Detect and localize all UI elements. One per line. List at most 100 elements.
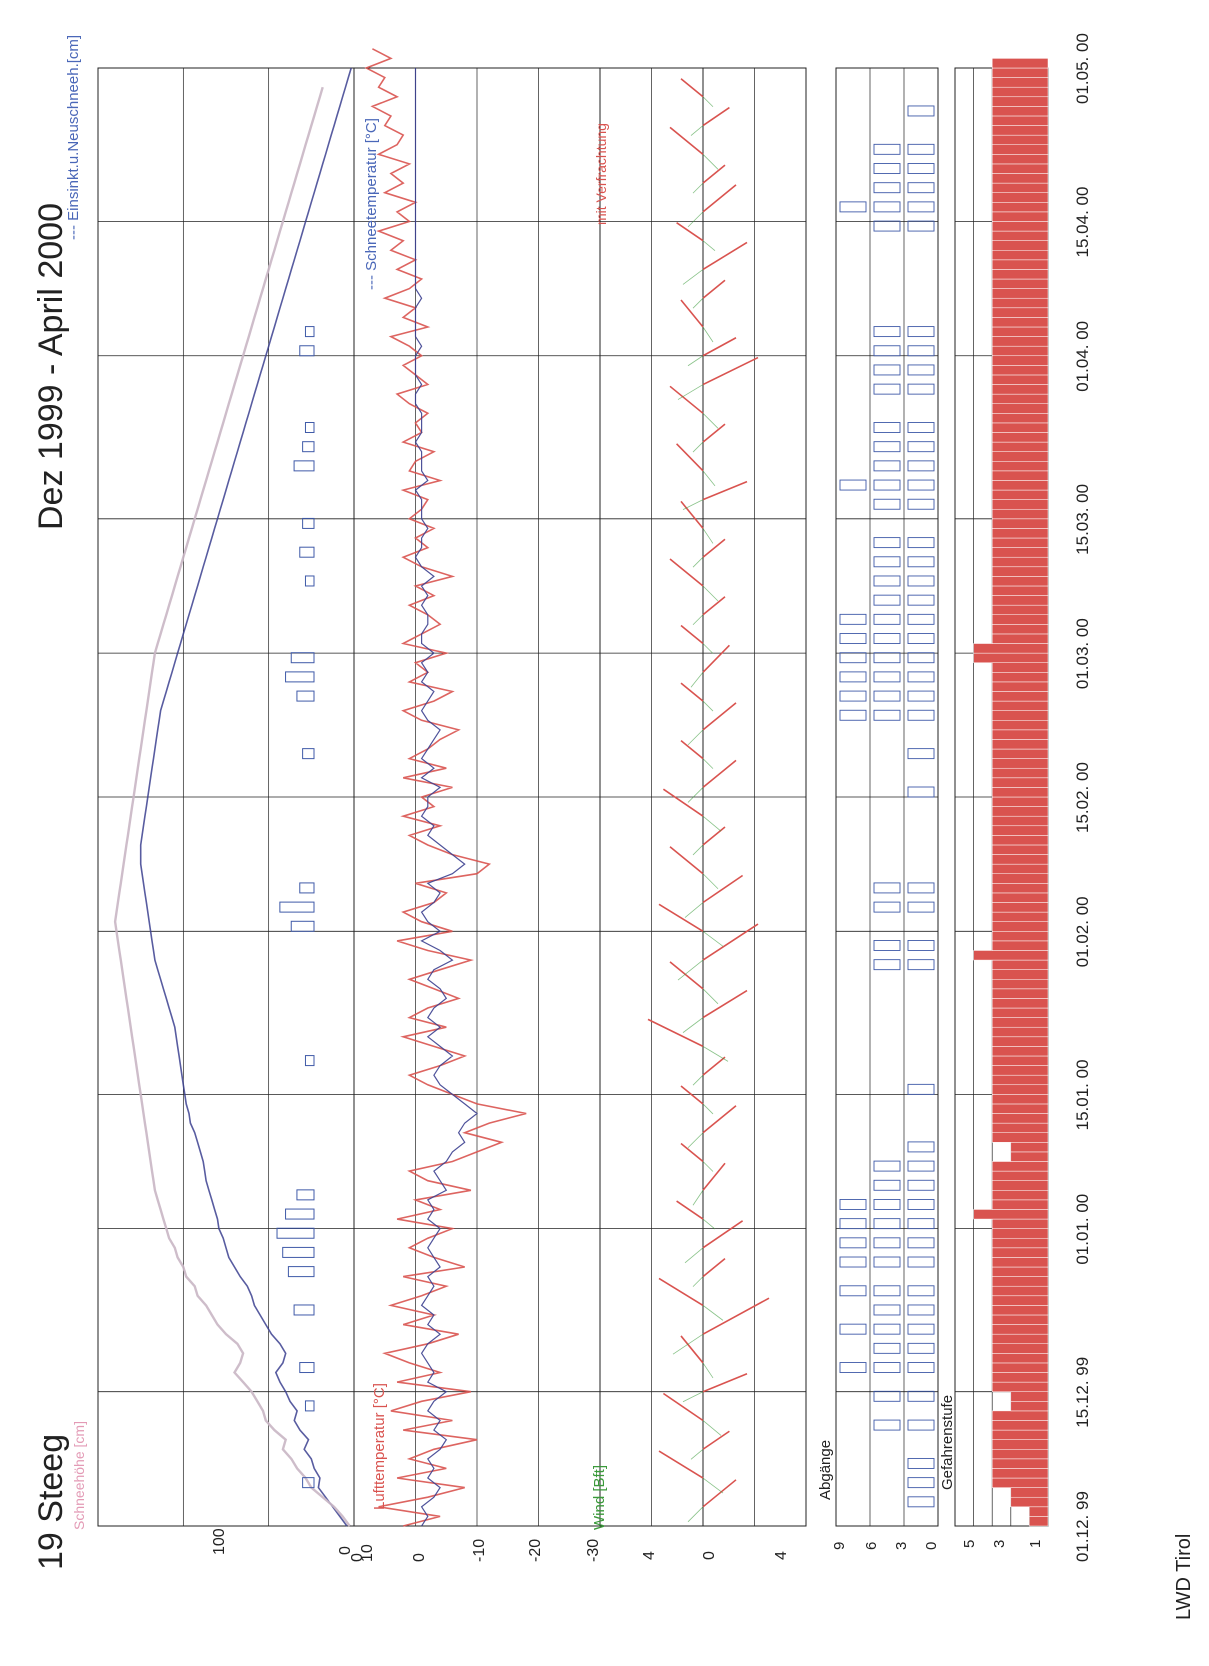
date-tick-label: 01.01. 00: [1073, 1194, 1092, 1265]
wind-vector-weak: [677, 959, 704, 981]
new-snow-bar: [304, 422, 315, 433]
danger-level-bar: [973, 1209, 1049, 1220]
danger-level-bar: [991, 202, 1049, 213]
wind-vector: [702, 279, 726, 299]
wind-vector-weak: [702, 96, 714, 108]
danger-level-bar: [991, 873, 1049, 884]
danger-level-bar: [991, 269, 1049, 280]
danger-level-bar: [991, 1026, 1049, 1038]
wind-vector: [662, 788, 704, 817]
avalanche-cell: [873, 441, 901, 453]
wind-vector: [702, 923, 759, 961]
wind-vector-weak: [702, 326, 714, 343]
new-snow-bar: [299, 345, 315, 357]
snow-temp-label: --- Schneetemperatur [°C]: [363, 118, 380, 290]
danger-level-bar: [991, 710, 1049, 721]
avalanche-cell: [907, 1323, 935, 1335]
wind-vector-weak: [672, 1333, 704, 1355]
wind-vector: [702, 874, 744, 904]
avalanche-cell: [907, 460, 935, 472]
danger-level-bar: [973, 950, 1049, 961]
avalanche-cell: [873, 556, 901, 568]
wind-vector: [680, 299, 704, 328]
danger-level-bar: [991, 365, 1049, 376]
avalanche-cell: [839, 1218, 867, 1230]
wind-vector: [647, 1018, 704, 1048]
danger-level-bar: [991, 633, 1049, 644]
new-snow-bar: [296, 690, 315, 702]
danger-level-bar: [991, 470, 1049, 481]
danger-level-bar: [991, 1458, 1049, 1469]
danger-level-bar: [991, 1122, 1049, 1133]
wind-vector-weak: [677, 384, 704, 400]
new-snow-bar: [293, 1304, 315, 1316]
wind-vector: [658, 903, 704, 932]
avalanche-cell: [873, 901, 901, 913]
wind-tick: 4: [641, 1551, 658, 1560]
danger-level-bar: [991, 998, 1049, 1009]
wind-vector: [676, 1200, 704, 1220]
new-snow-bar: [285, 1208, 315, 1220]
avalanche-cell: [873, 652, 901, 664]
avalanche-cell: [839, 1362, 867, 1373]
avalanche-cell: [907, 1390, 935, 1402]
wind-vector: [669, 385, 704, 414]
avalanche-cell: [907, 1342, 935, 1354]
wind-tick: 0: [701, 1551, 718, 1560]
danger-level-bar: [991, 902, 1049, 913]
wind-vector: [658, 1450, 704, 1479]
avalanche-cell: [907, 201, 935, 213]
new-snow-bar: [293, 460, 315, 472]
wind-vector-weak: [690, 672, 704, 688]
avalanche-cell: [907, 498, 935, 510]
danger-level-bar: [991, 480, 1049, 491]
wind-vector-weak: [702, 1477, 724, 1494]
wind-vector-weak: [692, 1276, 704, 1287]
wind-vector-weak: [702, 930, 724, 947]
avalanche-cell: [907, 1160, 935, 1172]
danger-level-bar: [991, 499, 1049, 510]
wind-vector-weak: [702, 815, 722, 832]
wind-vector-weak: [702, 1218, 716, 1230]
avalanche-cell: [839, 1256, 867, 1268]
date-tick-label: 15.04. 00: [1073, 187, 1092, 258]
danger-level-bar: [991, 297, 1049, 309]
avalanche-cell: [873, 575, 901, 587]
avalanche-cell: [907, 1141, 935, 1153]
wind-vector: [702, 702, 737, 731]
danger-level-bar: [991, 1276, 1049, 1287]
danger-level-bar: [991, 624, 1049, 635]
avalanche-cell: [839, 690, 867, 702]
danger-level-bar: [991, 230, 1049, 241]
danger-level-bar: [991, 1074, 1049, 1086]
danger-level-bar: [991, 1017, 1049, 1028]
avalanche-cell: [839, 633, 867, 644]
drift-label: mit Verfrachtung: [593, 123, 609, 225]
danger-level-bar: [991, 547, 1049, 558]
danger-level-bar: [1010, 1142, 1049, 1153]
danger-level-bar: [991, 1007, 1049, 1018]
danger-level-bar: [991, 106, 1049, 117]
wind-vector: [702, 1430, 730, 1450]
avalanche-cell: [907, 748, 935, 760]
danger-level-bar: [991, 585, 1049, 596]
danger-level-bar: [991, 566, 1049, 577]
wind-vector-weak: [692, 844, 704, 856]
wind-vector-weak: [702, 700, 714, 712]
avalanche-cell: [873, 1390, 901, 1402]
avalanche-cell: [907, 940, 935, 951]
wind-vector-weak: [690, 125, 704, 136]
danger-level-bar: [991, 1180, 1049, 1191]
new-snow-bar: [282, 1246, 315, 1258]
danger-level-bar: [991, 1295, 1049, 1306]
danger-level-bar: [991, 211, 1049, 222]
snow-series-line: [113, 86, 351, 1527]
avalanche-cell: [907, 1237, 935, 1249]
danger-level-bar: [991, 163, 1049, 174]
wind-vector-weak: [702, 873, 719, 890]
wind-vector: [702, 1372, 748, 1393]
danger-level-bar: [991, 518, 1049, 529]
danger-level-bar: [991, 883, 1049, 894]
danger-level-bar: [991, 288, 1049, 299]
